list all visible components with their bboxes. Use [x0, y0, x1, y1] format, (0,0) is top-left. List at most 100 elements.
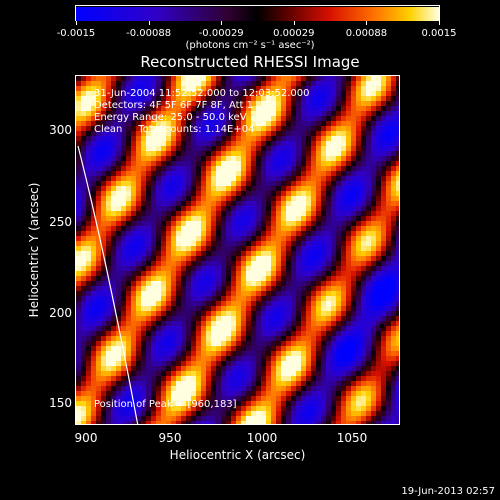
- image-pixel: [111, 226, 116, 231]
- image-pixel: [196, 146, 201, 151]
- image-pixel: [181, 186, 186, 191]
- image-pixel: [206, 391, 211, 396]
- image-pixel: [171, 191, 176, 196]
- image-pixel: [326, 201, 331, 206]
- image-pixel: [221, 141, 226, 146]
- image-pixel: [391, 341, 396, 346]
- image-pixel: [211, 111, 216, 116]
- image-pixel: [251, 181, 256, 186]
- image-pixel: [376, 91, 381, 96]
- image-pixel: [106, 326, 111, 331]
- image-pixel: [231, 146, 236, 151]
- image-pixel: [346, 386, 351, 391]
- image-pixel: [81, 376, 86, 381]
- image-pixel: [321, 206, 326, 211]
- image-pixel: [136, 336, 141, 341]
- image-pixel: [366, 201, 371, 206]
- image-pixel: [151, 106, 156, 111]
- image-pixel: [311, 391, 316, 396]
- image-pixel: [116, 396, 121, 401]
- image-pixel: [106, 321, 111, 326]
- image-pixel: [341, 181, 346, 186]
- image-pixel: [151, 341, 156, 346]
- image-pixel: [221, 146, 226, 151]
- image-pixel: [281, 146, 286, 151]
- image-pixel: [196, 201, 201, 206]
- image-pixel: [171, 201, 176, 206]
- image-pixel: [131, 146, 136, 151]
- image-pixel: [261, 101, 266, 106]
- image-pixel: [261, 121, 266, 126]
- image-pixel: [236, 206, 241, 211]
- image-pixel: [246, 341, 251, 346]
- image-pixel: [376, 241, 381, 246]
- image-pixel: [331, 186, 336, 191]
- image-pixel: [221, 176, 226, 181]
- image-pixel: [166, 301, 171, 306]
- image-pixel: [266, 111, 271, 116]
- image-pixel: [321, 306, 326, 311]
- image-pixel: [76, 376, 81, 381]
- image-pixel: [241, 116, 246, 121]
- image-pixel: [226, 326, 231, 331]
- image-pixel: [301, 346, 306, 351]
- image-pixel: [256, 351, 261, 356]
- image-pixel: [201, 421, 206, 424]
- image-pixel: [216, 276, 221, 281]
- image-pixel: [166, 291, 171, 296]
- image-pixel: [271, 301, 276, 306]
- image-pixel: [361, 276, 366, 281]
- image-pixel: [121, 281, 126, 286]
- image-pixel: [381, 106, 386, 111]
- image-pixel: [271, 341, 276, 346]
- image-pixel: [96, 211, 101, 216]
- image-pixel: [396, 216, 399, 221]
- image-pixel: [96, 96, 101, 101]
- image-pixel: [316, 311, 321, 316]
- image-pixel: [231, 336, 236, 341]
- image-pixel: [356, 236, 361, 241]
- image-pixel: [111, 141, 116, 146]
- image-pixel: [136, 366, 141, 371]
- image-pixel: [86, 211, 91, 216]
- image-pixel: [101, 356, 106, 361]
- image-pixel: [106, 171, 111, 176]
- image-pixel: [336, 241, 341, 246]
- image-pixel: [231, 346, 236, 351]
- image-pixel: [216, 321, 221, 326]
- image-pixel: [306, 161, 311, 166]
- image-pixel: [161, 226, 166, 231]
- image-pixel: [251, 106, 256, 111]
- image-pixel: [341, 161, 346, 166]
- image-pixel: [236, 236, 241, 241]
- image-pixel: [176, 391, 181, 396]
- image-pixel: [96, 111, 101, 116]
- image-pixel: [186, 321, 191, 326]
- image-pixel: [231, 191, 236, 196]
- image-pixel: [221, 251, 226, 256]
- image-pixel: [121, 331, 126, 336]
- image-pixel: [326, 101, 331, 106]
- image-pixel: [311, 226, 316, 231]
- image-pixel: [101, 116, 106, 121]
- image-pixel: [161, 406, 166, 411]
- image-pixel: [331, 246, 336, 251]
- image-pixel: [261, 391, 266, 396]
- image-pixel: [346, 281, 351, 286]
- image-pixel: [246, 116, 251, 121]
- image-pixel: [121, 341, 126, 346]
- image-pixel: [296, 421, 301, 424]
- image-pixel: [186, 401, 191, 406]
- image-pixel: [181, 291, 186, 296]
- image-pixel: [286, 316, 291, 321]
- image-pixel: [281, 101, 286, 106]
- image-pixel: [266, 346, 271, 351]
- image-pixel: [316, 111, 321, 116]
- image-pixel: [126, 361, 131, 366]
- image-pixel: [396, 126, 399, 131]
- image-pixel: [251, 236, 256, 241]
- image-pixel: [151, 416, 156, 421]
- image-pixel: [321, 186, 326, 191]
- image-pixel: [236, 186, 241, 191]
- image-pixel: [346, 166, 351, 171]
